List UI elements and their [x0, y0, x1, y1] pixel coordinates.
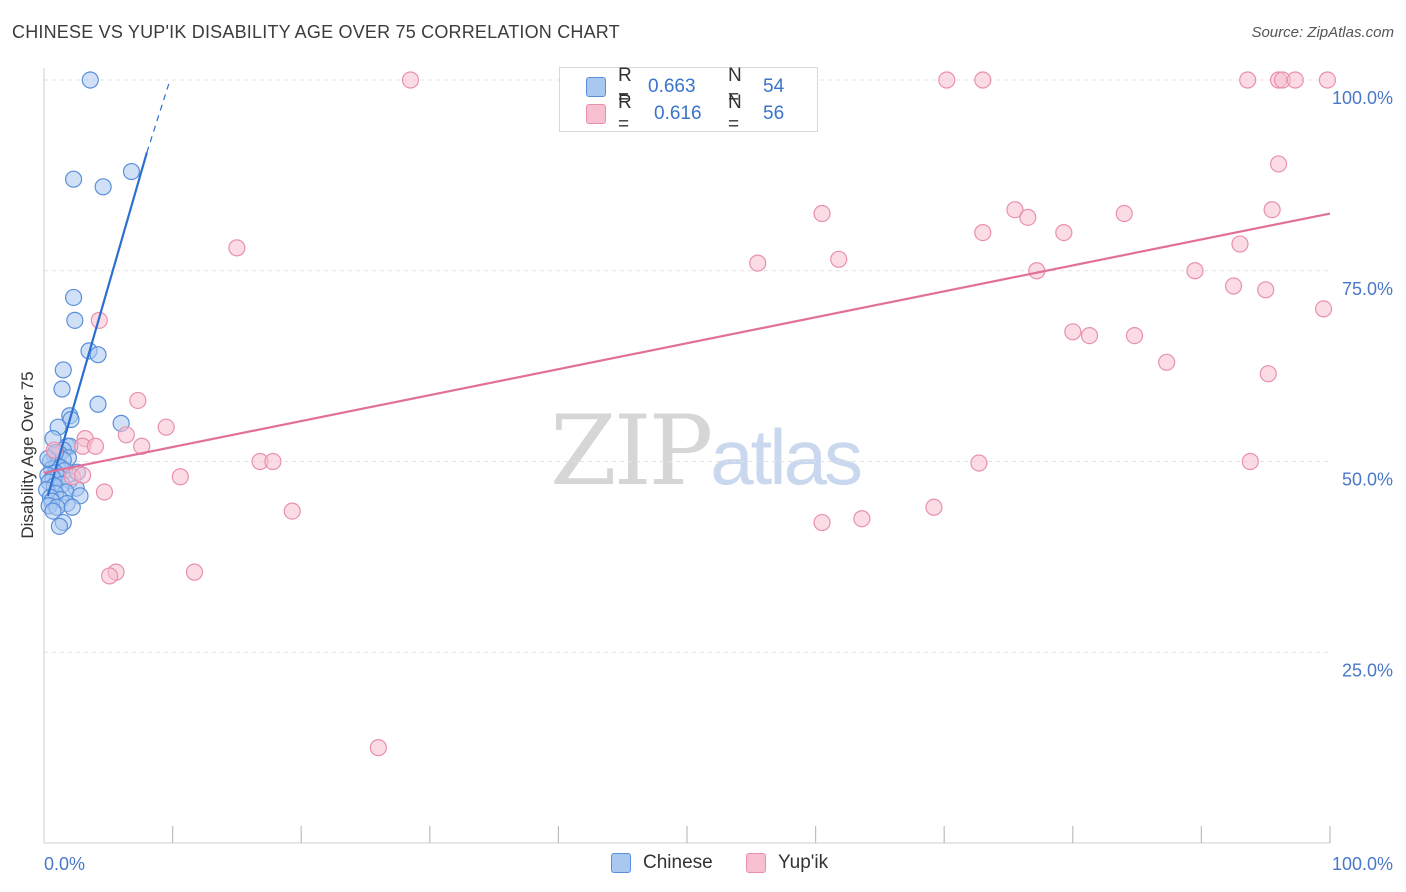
source-label: Source: ZipAtlas.com [1251, 24, 1394, 41]
data-point [45, 441, 63, 459]
data-point [64, 170, 83, 188]
data-point [53, 380, 71, 398]
chart-title: CHINESE VS YUP'IK DISABILITY AGE OVER 75… [12, 22, 620, 42]
data-point [66, 311, 84, 329]
yupik-swatch-icon [746, 853, 766, 873]
legend-label-yupik: Yup'ik [778, 852, 829, 873]
chinese-trend-line [46, 152, 148, 497]
data-point [1125, 327, 1144, 345]
data-point [813, 204, 831, 223]
data-point [122, 162, 141, 181]
data-point [283, 502, 301, 520]
data-point [1286, 71, 1304, 89]
correlation-legend: R = 0.663 N = 54 R = 0.616 N = 56 [559, 65, 818, 135]
axes [43, 68, 1330, 844]
data-point [369, 739, 387, 757]
legend-row-chinese: R = 0.663 N = 54 [586, 65, 785, 108]
y-axis-tick-labels: 25.0% 50.0% 75.0% 100.0% [1332, 88, 1393, 680]
yupik-points [45, 71, 1337, 757]
data-point [1231, 235, 1249, 253]
data-point [95, 483, 114, 501]
data-point [974, 71, 992, 89]
yupik-swatch-icon [586, 104, 606, 124]
legend-n-value: 54 [763, 76, 785, 97]
x-tick-label-max: 100.0% [1332, 854, 1393, 874]
data-point [185, 563, 204, 581]
data-point [94, 178, 112, 196]
chinese-swatch-icon [611, 853, 631, 873]
data-point [1006, 201, 1024, 219]
data-point [938, 71, 956, 89]
chinese-points [37, 71, 141, 535]
data-point [89, 395, 107, 413]
data-point [1257, 281, 1275, 299]
chinese-trend-extension [146, 79, 171, 153]
data-point [1064, 323, 1082, 341]
data-point [1186, 262, 1204, 280]
legend-n-label: N = [728, 92, 742, 135]
legend-r-label: R = [618, 65, 632, 108]
legend-item-yupik[interactable]: Yup'ik [746, 852, 828, 874]
data-point [1055, 224, 1073, 242]
data-point [1224, 277, 1243, 295]
data-point [1115, 204, 1133, 223]
trend-lines [43, 79, 1331, 497]
data-point [64, 288, 83, 307]
data-point [54, 361, 72, 379]
x-axis-ticks [172, 826, 1331, 843]
data-point [1269, 155, 1288, 173]
data-point [853, 510, 871, 528]
y-tick-label: 25.0% [1342, 660, 1393, 680]
data-point [974, 224, 992, 242]
legend-r-label: R = [618, 92, 632, 135]
data-point [1158, 353, 1176, 371]
data-point [1314, 300, 1333, 318]
data-point [44, 502, 62, 520]
data-point [1019, 208, 1037, 226]
data-point [264, 452, 282, 471]
data-point [813, 513, 831, 532]
legend-label-chinese: Chinese [643, 852, 713, 873]
chinese-swatch-icon [586, 77, 606, 97]
data-point [100, 567, 119, 585]
y-axis-label: Disability Age Over 75 [18, 371, 37, 538]
legend-r-value: 0.616 [654, 103, 702, 124]
data-point [129, 391, 147, 410]
yupik-trend-line [43, 212, 1331, 475]
data-point [1263, 201, 1281, 219]
data-point [1318, 71, 1337, 89]
data-point [157, 418, 175, 436]
data-point [228, 239, 246, 257]
data-point [89, 346, 107, 364]
legend-row-yupik: R = 0.616 N = 56 [586, 92, 785, 135]
data-point [925, 498, 943, 516]
legend-r-value: 0.663 [648, 76, 696, 97]
data-point [970, 454, 988, 472]
data-point [73, 466, 92, 484]
data-point [1241, 452, 1259, 471]
gridlines [44, 79, 1330, 653]
y-tick-label: 50.0% [1342, 470, 1393, 490]
y-tick-label: 75.0% [1342, 279, 1393, 299]
data-point [171, 468, 189, 486]
data-point [749, 254, 767, 272]
data-point [1239, 71, 1257, 89]
data-point [830, 250, 848, 268]
y-tick-label: 100.0% [1332, 88, 1393, 108]
data-point [63, 498, 81, 516]
legend-n-value: 56 [763, 103, 785, 124]
x-tick-label-min: 0.0% [44, 854, 85, 874]
data-point [401, 71, 420, 89]
data-point [86, 437, 105, 455]
legend-item-chinese[interactable]: Chinese [611, 852, 713, 874]
data-point [81, 71, 99, 89]
legend-n-label: N = [728, 65, 742, 108]
data-point [117, 426, 135, 444]
data-point [1080, 327, 1099, 345]
data-point [1259, 365, 1277, 383]
data-point [50, 517, 69, 535]
